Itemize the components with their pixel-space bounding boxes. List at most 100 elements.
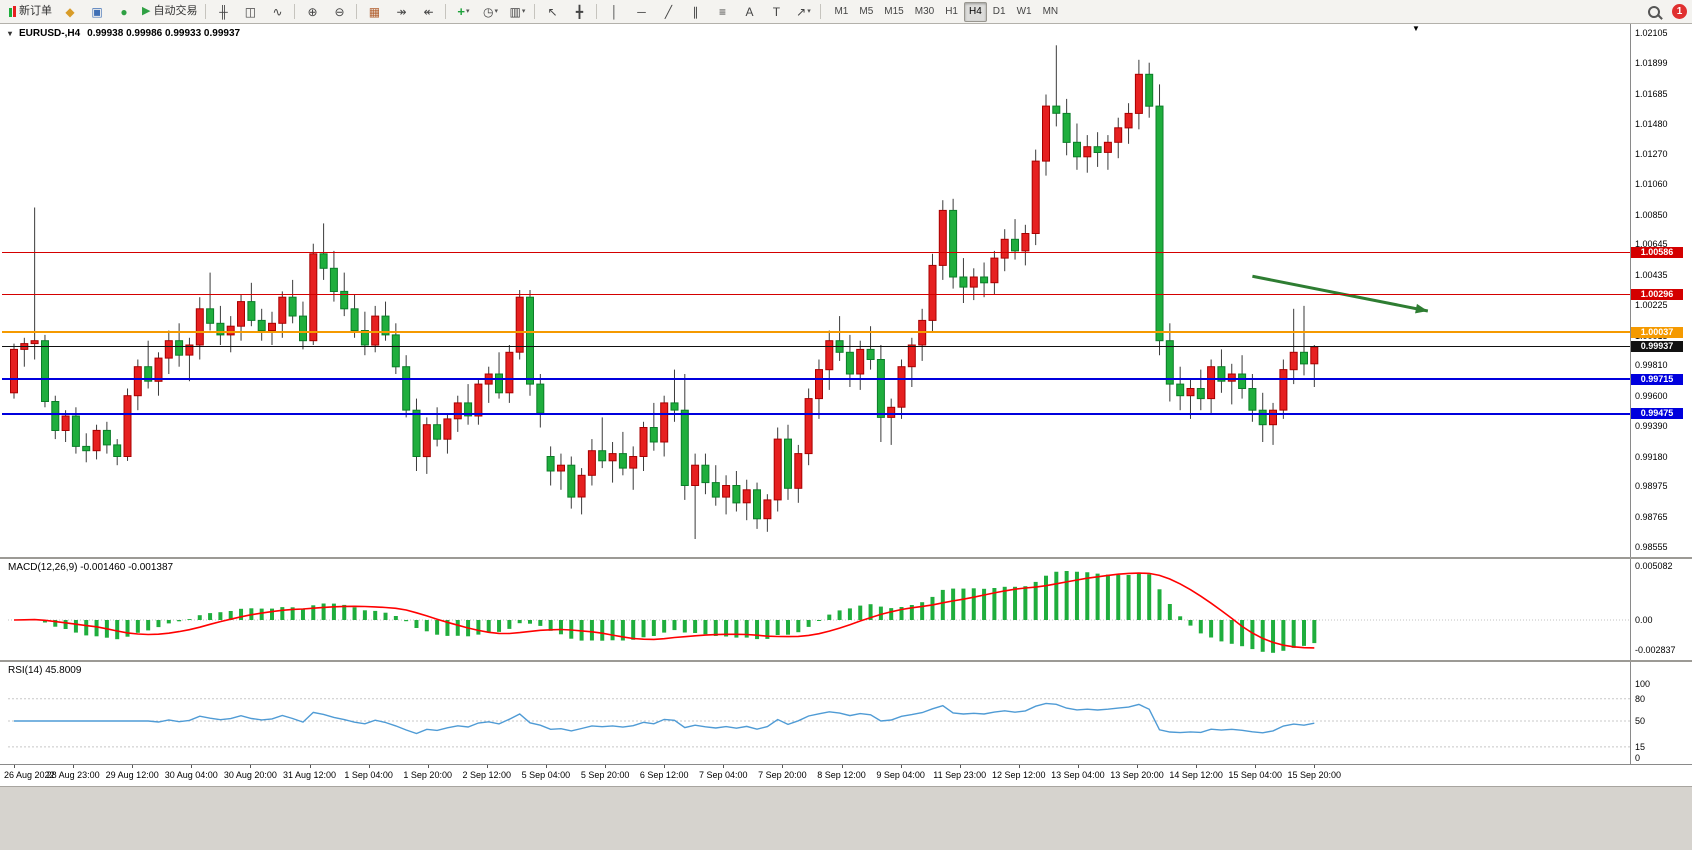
- new-order-icon: [9, 6, 16, 17]
- macd-tick: -0.002837: [1635, 645, 1676, 656]
- time-label: 30 Aug 04:00: [164, 770, 218, 780]
- time-tick-mark: [368, 765, 370, 768]
- time-label: 8 Sep 12:00: [817, 770, 866, 780]
- crosshair-icon[interactable]: ╋: [575, 4, 584, 19]
- time-tick-mark: [900, 765, 902, 768]
- vertical-line-icon[interactable]: │: [610, 4, 619, 19]
- autotrading-button[interactable]: ▶ 自动交易: [138, 1, 201, 23]
- indicators-icon: +: [457, 4, 465, 19]
- macd-tick: 0.00: [1635, 615, 1653, 625]
- rsi-tick: 100: [1635, 679, 1651, 689]
- time-tick-mark: [1137, 765, 1138, 768]
- templates-button[interactable]: ▥ ▾: [504, 1, 530, 23]
- price-tick: 1.00850: [1635, 209, 1668, 220]
- auto-scroll-icon[interactable]: ↠: [396, 4, 407, 19]
- chart-title: ▾ EURUSD-,H4 0.99938 0.99986 0.99933 0.9…: [8, 28, 240, 39]
- timeframe-M15[interactable]: M15: [884, 6, 904, 17]
- time-label: 29 Aug 12:00: [105, 770, 159, 780]
- time-tick-mark: [605, 765, 607, 768]
- time-axis[interactable]: 26 Aug 2022 28 Aug 23:00 29 Aug 12:00 30 Au…: [0, 765, 1692, 785]
- rsi-label: RSI(14) 45.8009: [8, 665, 82, 676]
- metaeditor-icon[interactable]: ◆: [65, 4, 75, 19]
- chart-shift-marker[interactable]: ▼: [1412, 24, 1420, 33]
- autotrading-label: 自动交易: [153, 5, 198, 17]
- time-label: 1 Sep 20:00: [403, 770, 452, 780]
- search-icon: [1648, 5, 1660, 18]
- price-axis[interactable]: 1.02105 1.01899 1.01685 1.01480 1.01270 1.010…: [1631, 24, 1692, 786]
- text-label-icon[interactable]: T: [772, 4, 781, 19]
- toolbar-separator: [445, 4, 447, 19]
- text-icon[interactable]: A: [745, 4, 754, 19]
- toolbar-separator: [534, 4, 536, 19]
- timeframe-W1[interactable]: W1: [1016, 6, 1032, 17]
- bottom-strip: [0, 786, 1692, 850]
- toolbar-separator: [205, 4, 207, 19]
- notification-badge[interactable]: 1: [1672, 4, 1687, 19]
- timeframe-D1[interactable]: D1: [992, 6, 1006, 17]
- timeframe-M1[interactable]: M1: [834, 6, 849, 17]
- price-tick: 1.01060: [1635, 179, 1668, 190]
- price-tick: 1.00645: [1635, 239, 1668, 250]
- time-label: 11 Sep 23:00: [933, 770, 987, 780]
- equidistant-channel-icon[interactable]: ∥: [692, 4, 699, 19]
- tile-windows-icon[interactable]: ▦: [368, 4, 381, 19]
- horizontal-line-icon[interactable]: ─: [637, 4, 646, 19]
- timeframe-M5[interactable]: M5: [859, 6, 874, 17]
- price-tick: 0.99600: [1635, 390, 1668, 401]
- zoom-out-icon[interactable]: ⊖: [334, 4, 345, 19]
- toolbar-separator: [356, 4, 358, 19]
- time-label: 7 Sep 04:00: [699, 770, 748, 780]
- fibonacci-icon[interactable]: ≡: [718, 4, 726, 19]
- bar-chart-icon[interactable]: ╫: [219, 4, 228, 19]
- time-label: 5 Sep 20:00: [580, 770, 630, 780]
- panel-separator-rsi[interactable]: [0, 660, 1692, 662]
- price-tick: 0.99810: [1635, 360, 1668, 371]
- cursor-icon[interactable]: ↖: [547, 4, 558, 19]
- clock-icon: ◷: [482, 4, 494, 19]
- time-tick-mark: [1255, 765, 1257, 768]
- axis-separator: [1630, 24, 1631, 785]
- arrows-button[interactable]: ↗ ▾: [790, 1, 816, 23]
- time-label: 1 Sep 04:00: [344, 770, 393, 780]
- price-tick: 1.01685: [1635, 88, 1668, 99]
- time-tick-mark: [73, 765, 75, 768]
- candlestick-icon[interactable]: ◫: [244, 4, 257, 19]
- time-label: 2 Sep 12:00: [462, 770, 512, 780]
- timeframe-MN[interactable]: MN: [1042, 6, 1059, 17]
- timeframe-H4[interactable]: H4: [963, 1, 987, 22]
- chart-menu-icon[interactable]: ▾: [8, 29, 13, 38]
- time-tick-mark: [1314, 765, 1316, 768]
- time-tick-mark: [1018, 765, 1020, 768]
- time-tick-mark: [723, 765, 725, 768]
- line-chart-icon[interactable]: ∿: [272, 4, 283, 19]
- price-tick: 0.98555: [1635, 542, 1668, 552]
- chart-shift-icon[interactable]: ↞: [423, 4, 434, 19]
- new-order-button[interactable]: 新订单: [5, 1, 56, 23]
- search-button[interactable]: [1641, 1, 1667, 23]
- time-label: 15 Sep 20:00: [1287, 770, 1342, 780]
- macd-histogram: [22, 571, 1317, 653]
- time-tick-mark: [250, 765, 252, 768]
- time-tick-mark: [782, 765, 784, 768]
- time-label: 6 Sep 12:00: [639, 770, 689, 780]
- price-tick: 1.01899: [1635, 57, 1668, 68]
- indicators-button[interactable]: + ▾: [450, 1, 476, 23]
- timeframe-M30[interactable]: M30: [914, 6, 935, 17]
- macd-label: MACD(12,26,9) -0.001460 -0.001387: [8, 562, 174, 573]
- timeframe-H1[interactable]: H1: [945, 6, 958, 17]
- charts-window-icon[interactable]: ▣: [91, 4, 103, 19]
- rsi-tick: 15: [1635, 741, 1646, 752]
- annotation-arrow: [1252, 274, 1429, 314]
- price-tick: 1.01480: [1635, 118, 1668, 129]
- periods-button[interactable]: ◷ ▾: [477, 1, 503, 23]
- time-tick-mark: [1196, 765, 1198, 768]
- zoom-in-icon[interactable]: ⊕: [307, 4, 318, 19]
- time-tick-mark: [959, 765, 961, 768]
- refresh-icon[interactable]: ●: [120, 4, 128, 19]
- chart-ohlc: 0.99938 0.99986 0.99933 0.99937: [87, 28, 241, 39]
- time-tick-mark: [1077, 765, 1079, 768]
- autotrading-play-icon: ▶: [142, 5, 151, 17]
- trendline-icon[interactable]: ╱: [664, 4, 673, 19]
- panel-separator-macd[interactable]: [0, 557, 1692, 559]
